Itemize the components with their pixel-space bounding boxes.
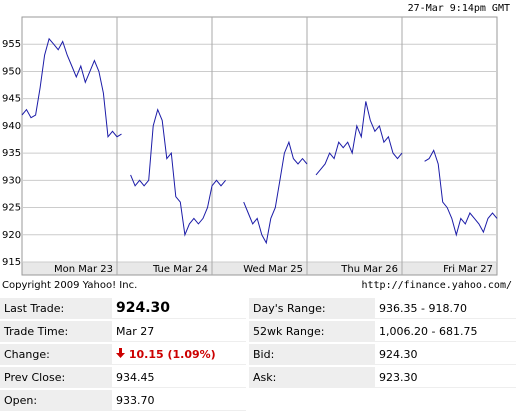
y-tick-label: 915 <box>2 257 21 268</box>
source-url: http://finance.yahoo.com/ <box>361 280 512 291</box>
y-tick-label: 950 <box>2 66 21 77</box>
label: Change: <box>0 344 112 365</box>
y-tick-label: 920 <box>2 230 21 241</box>
y-tick-label: 925 <box>2 203 21 214</box>
x-tick-label: Mon Mar 23 <box>54 264 113 275</box>
down-arrow <box>116 347 125 358</box>
y-tick-label: 930 <box>2 175 21 186</box>
y-tick-label: 940 <box>2 121 21 132</box>
label: Bid: <box>249 344 375 365</box>
value: 936.35 - 918.70 <box>375 298 516 319</box>
label: Trade Time: <box>0 321 112 342</box>
x-tick-label: Tue Mar 24 <box>152 264 208 275</box>
change-cell: 10.15 (1.09%) <box>112 344 246 365</box>
value: 1,006.20 - 681.75 <box>375 321 516 342</box>
y-tick-label: 935 <box>2 148 21 159</box>
x-tick-label: Thu Mar 26 <box>340 264 398 275</box>
label: 52wk Range: <box>249 321 375 342</box>
x-tick-label: Fri Mar 27 <box>443 264 493 275</box>
label: Prev Close: <box>0 367 112 388</box>
quote-left: Last Trade: 924.30 Trade Time: Mar 27 Chan… <box>0 296 246 413</box>
label: Open: <box>0 390 112 411</box>
change: 10.15 (1.09%) <box>128 347 216 361</box>
value: 923.30 <box>375 367 516 388</box>
y-tick-label: 945 <box>2 94 21 105</box>
chart: 27-Mar 9:14pm GMT Copyright 2009 Yahoo! … <box>2 3 512 291</box>
value: 924.30 <box>375 344 516 365</box>
quote-right: Day's Range: 936.35 - 918.70 52wk Range: 1… <box>249 296 516 390</box>
copyright: Copyright 2009 Yahoo! Inc. <box>2 280 137 291</box>
value: Mar 27 <box>112 321 246 342</box>
y-tick-label: 955 <box>2 39 21 50</box>
x-tick-label: Wed Mar 25 <box>243 264 303 275</box>
plot-frame <box>21 16 498 276</box>
price-line <box>21 37 498 245</box>
label: Last Trade: <box>0 298 112 319</box>
value: 934.45 <box>112 367 246 388</box>
label: Ask: <box>249 367 375 388</box>
label: Day's Range: <box>249 298 375 319</box>
last-trade: 924.30 <box>112 298 246 319</box>
timestamp: 27-Mar 9:14pm GMT <box>408 3 510 14</box>
